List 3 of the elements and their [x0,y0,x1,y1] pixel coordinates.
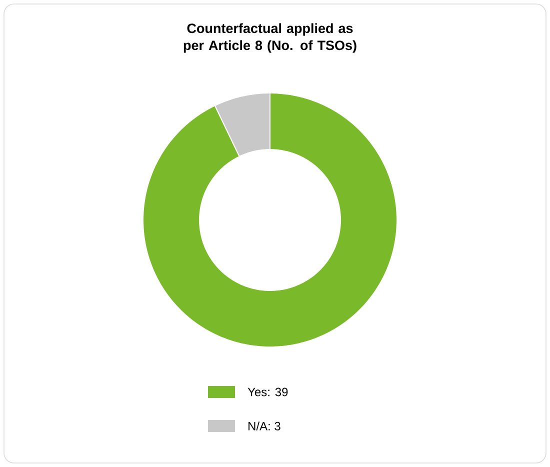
legend-label: Yes: 39 [248,388,288,396]
chart-title: Counterfactual applied as per Article 8 (No. of TSOs) [184,23,356,53]
legend-label: N/A: 3 [248,422,280,430]
